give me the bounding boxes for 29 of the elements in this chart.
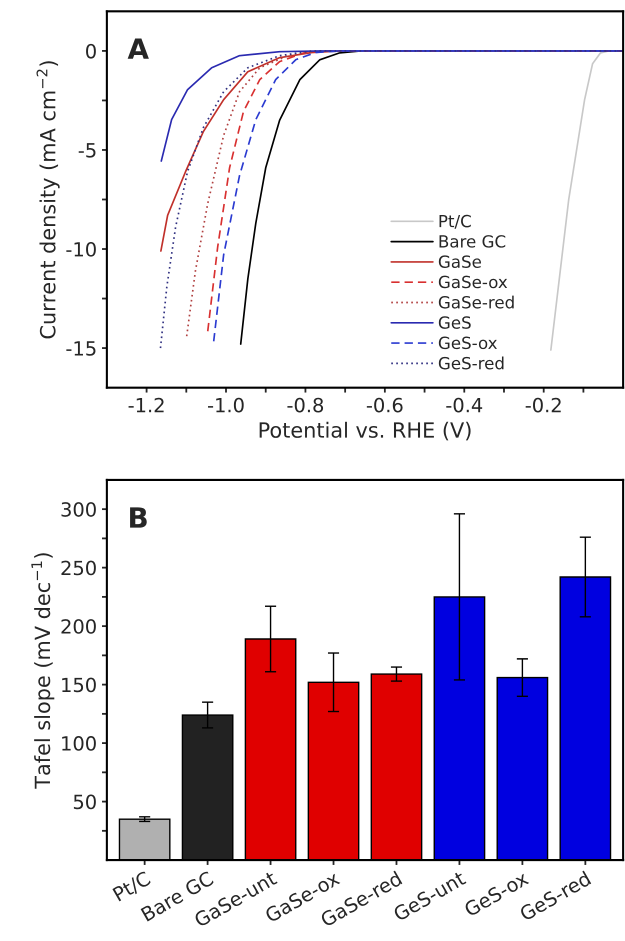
legend-label: GaSe: [438, 255, 481, 268]
x-tick-label: -0.4: [446, 398, 482, 412]
y-tick-label: -15: [66, 341, 96, 356]
annotation: A: [128, 38, 149, 59]
y-tick-label: 50: [74, 794, 96, 810]
y-tick-label: 300: [62, 502, 96, 517]
y-tick-label: 100: [62, 736, 96, 751]
legend-label: GeS-ox: [438, 336, 497, 350]
y-tick-label: 200: [61, 619, 96, 634]
y-tick-label: -5: [78, 143, 96, 158]
legend-label: GaSe-red: [438, 296, 514, 309]
y-tick-label: 0: [86, 44, 96, 59]
x-tick-label: -1.2: [128, 398, 164, 412]
x-tick-label: -1.0: [208, 398, 244, 412]
legend-label: Pt/C: [440, 214, 471, 229]
y-axis-title: Tafel slope (mV dec$^{−1}$): [31, 553, 54, 789]
y-axis-title: Current density (mA cm$^{−2}$): [36, 61, 60, 338]
legend-label: GeS-red: [438, 356, 504, 370]
annotation: B: [130, 507, 147, 528]
legend-label: GaSe-ox: [438, 276, 508, 288]
x-tick-label: -0.6: [366, 398, 403, 412]
x-tick-label: -0.8: [287, 398, 324, 412]
y-tick-label: -10: [66, 242, 96, 257]
legend-label: Bare GC: [440, 235, 506, 248]
x-tick-label: -0.2: [526, 398, 561, 412]
x-axis-title: Potential vs. RHE (V): [260, 422, 471, 440]
y-tick-label: 150: [62, 678, 96, 692]
y-tick-label: 250: [61, 560, 96, 576]
legend-label: GeS: [438, 316, 471, 329]
